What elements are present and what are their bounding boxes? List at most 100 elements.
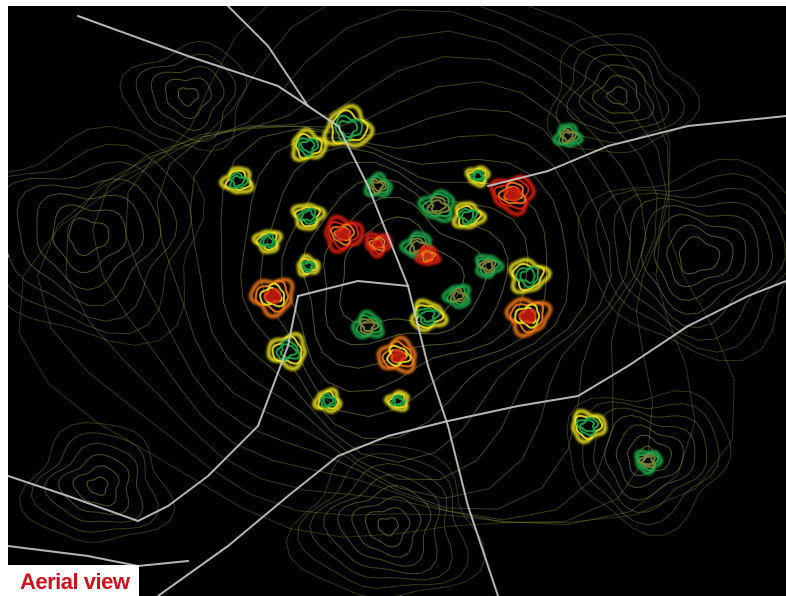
hotspot-ring (481, 260, 494, 272)
contour-line (595, 172, 786, 353)
road-line (487, 115, 786, 187)
hotspot-core (263, 287, 282, 305)
hotspot-ring (259, 282, 286, 308)
hotspot-ring (478, 259, 497, 274)
caption-aerial-view: Aerial view (8, 565, 140, 596)
hotspot-ring (302, 261, 314, 271)
hotspot-ring (333, 226, 351, 242)
aerial-view-figure: Aerial view (8, 6, 786, 596)
hotspot-ring (419, 310, 436, 323)
hotspot-ring (509, 301, 545, 334)
hotspot-ring (383, 390, 410, 412)
road-line (8, 295, 299, 522)
hotspot-core (389, 348, 407, 363)
hotspot-ring (460, 210, 475, 223)
contour-line (135, 53, 237, 142)
contour-line (323, 474, 441, 575)
contour-line (297, 453, 469, 589)
hotspot-ring (300, 209, 315, 222)
hotspot-ring (492, 177, 530, 210)
hotspot-ring (322, 395, 335, 407)
hotspot-ring (330, 109, 369, 145)
contour-line (52, 204, 127, 273)
contour-line (613, 187, 786, 341)
hotspot-ring (426, 196, 451, 215)
contour-line (68, 217, 110, 257)
contour-line (36, 192, 145, 291)
contour-line (36, 6, 696, 526)
contour-line (65, 9, 668, 523)
contour-line (605, 86, 628, 105)
contour-line (593, 407, 708, 513)
map-background (8, 6, 786, 596)
contour-line (615, 424, 684, 489)
hotspot-ring (562, 131, 574, 143)
contour-line (604, 414, 696, 501)
hotspot-ring (469, 169, 486, 182)
contour-line (653, 213, 747, 302)
hotspot-ring (291, 127, 328, 163)
hotspot-core (503, 186, 523, 203)
contour-line (30, 432, 159, 533)
road-line (77, 15, 499, 596)
hotspot-ring (262, 234, 275, 246)
contour-line (177, 87, 199, 107)
contour-line (566, 390, 732, 536)
contour-line (666, 224, 734, 288)
contour-line (8, 161, 178, 322)
hotspot-ring (231, 174, 246, 188)
contour-line (8, 125, 205, 346)
hotspot-core (423, 252, 434, 260)
hotspot-core (335, 226, 352, 242)
contour-line (8, 143, 193, 335)
hotspot-ring (390, 394, 407, 407)
contour-line (43, 442, 144, 523)
hotspot-ring (334, 114, 364, 143)
contour-line (566, 54, 670, 134)
hotspot-ring (271, 335, 303, 365)
hotspot-ring (416, 188, 456, 224)
hotspot-ring (449, 287, 467, 303)
hotspot-ring (350, 309, 385, 340)
hotspot-ring (312, 387, 343, 414)
hotspot-ring (446, 285, 470, 306)
hotspot-ring (386, 344, 412, 367)
hotspot-ring (371, 181, 385, 192)
contour-line (581, 401, 720, 526)
hotspot-ring (472, 171, 484, 181)
hotspot-ring (355, 314, 383, 338)
contour-line (220, 128, 592, 463)
contour-line (18, 6, 735, 538)
contour-line (72, 465, 120, 507)
hotspot-ring (409, 298, 449, 333)
contour-line (156, 81, 631, 499)
hotspot-ring (430, 199, 447, 213)
hotspot-ring (360, 320, 376, 332)
contour-line (555, 44, 686, 144)
contour-line (323, 196, 488, 346)
hotspot-ring (293, 206, 321, 228)
outer-contours (8, 6, 786, 596)
road-line (297, 280, 409, 297)
hotspot-ring (229, 171, 250, 190)
contour-line (16, 178, 162, 306)
contour-line (592, 75, 641, 114)
hotspot-ring (387, 392, 408, 409)
contour-line (336, 484, 432, 567)
contour-line (18, 422, 176, 543)
roads (8, 6, 786, 596)
hotspot-ring (258, 232, 277, 249)
contour-line (578, 64, 655, 124)
hotspot-ring (299, 139, 316, 154)
contour-map (8, 6, 786, 596)
contour-line (285, 443, 487, 596)
contour-line (86, 476, 109, 496)
hotspot-ring (514, 303, 541, 329)
contour-line (627, 434, 673, 477)
hotspot-ring (224, 169, 253, 191)
contour-line (546, 33, 701, 154)
hotspot-core (372, 239, 384, 250)
hotspot-contours (219, 103, 664, 476)
road-line (8, 545, 189, 567)
contour-line (91, 30, 658, 521)
